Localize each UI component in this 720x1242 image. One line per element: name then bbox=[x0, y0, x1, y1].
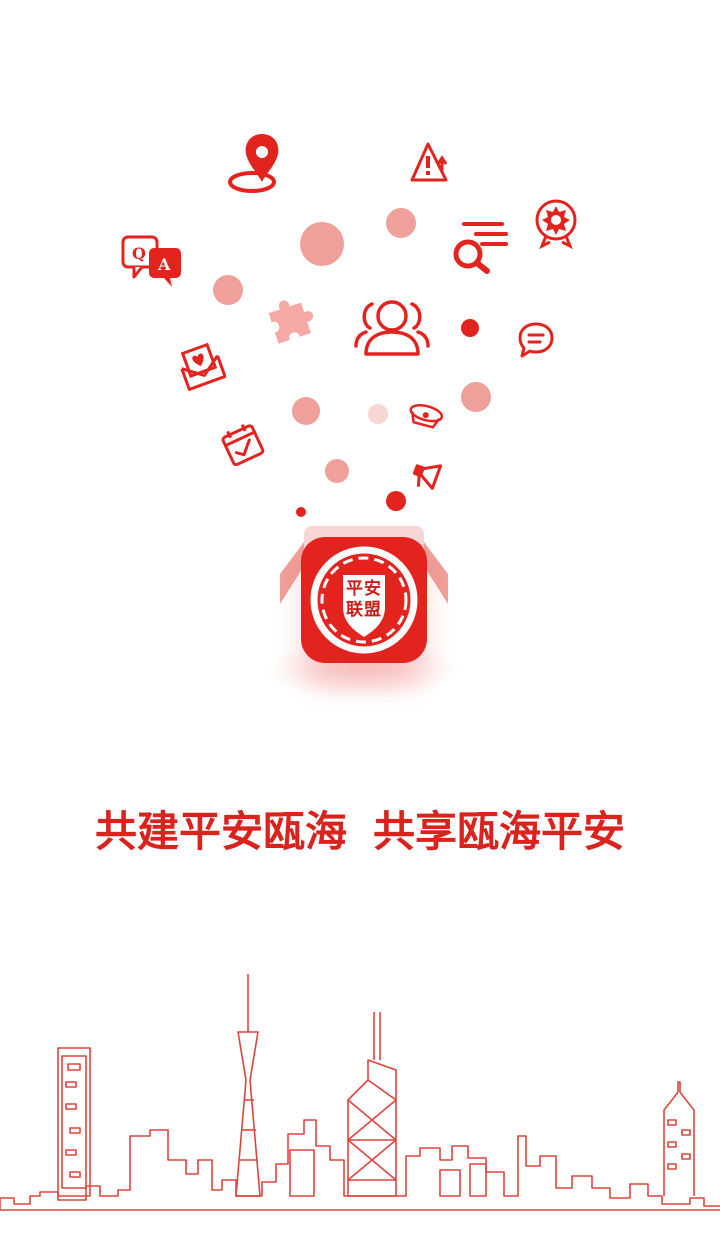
qa-bubble-icon: Q A bbox=[120, 232, 186, 290]
app-logo: 平安 联盟 bbox=[301, 537, 427, 663]
svg-text:Q: Q bbox=[132, 244, 146, 263]
decor-dot bbox=[386, 491, 406, 511]
decor-dot bbox=[386, 208, 416, 238]
search-list-icon bbox=[450, 218, 510, 276]
slogan-part1: 共建平安瓯海 bbox=[94, 807, 347, 856]
decor-dot bbox=[213, 275, 243, 305]
decor-dot bbox=[300, 222, 344, 266]
badge-check-icon bbox=[530, 196, 582, 250]
svg-text:A: A bbox=[157, 255, 171, 274]
decor-dot bbox=[292, 397, 320, 425]
logo-text-line1: 平安 bbox=[346, 579, 382, 599]
logo-text-line2: 联盟 bbox=[346, 600, 382, 620]
decor-dot bbox=[325, 459, 349, 483]
calendar-check-icon bbox=[220, 420, 266, 466]
chat-bubble-icon bbox=[516, 320, 556, 360]
location-pin-icon bbox=[226, 130, 288, 196]
decor-dot bbox=[296, 507, 306, 517]
slogan-part2: 共享瓯海平安 bbox=[373, 807, 626, 856]
city-skyline-illustration bbox=[0, 960, 720, 1242]
decor-dot bbox=[368, 404, 388, 424]
decor-dot bbox=[461, 319, 479, 337]
decor-dot bbox=[461, 382, 491, 412]
puzzle-icon bbox=[264, 286, 322, 344]
megaphone-icon bbox=[409, 456, 447, 492]
slogan: 共建平安瓯海 共享瓯海平安 bbox=[0, 800, 720, 864]
heart-mail-icon bbox=[176, 340, 226, 392]
police-cap-icon bbox=[407, 403, 443, 433]
warning-triangle-icon bbox=[408, 140, 452, 186]
users-group-icon bbox=[352, 290, 432, 362]
